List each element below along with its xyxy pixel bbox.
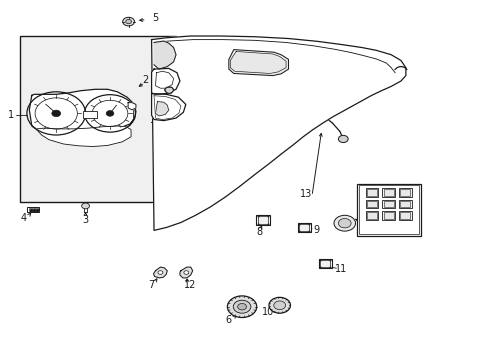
Bar xyxy=(297,223,310,232)
Circle shape xyxy=(333,215,355,231)
Bar xyxy=(366,212,376,219)
Bar xyxy=(358,185,418,234)
Bar xyxy=(383,201,393,207)
Bar xyxy=(398,200,411,208)
Bar xyxy=(382,211,394,220)
Text: 11: 11 xyxy=(334,264,347,274)
Bar xyxy=(398,188,411,197)
Circle shape xyxy=(81,203,89,209)
Text: 3: 3 xyxy=(170,75,176,85)
Text: 10: 10 xyxy=(261,307,274,317)
Bar xyxy=(382,200,394,208)
Polygon shape xyxy=(37,126,131,147)
Bar xyxy=(365,211,378,220)
Bar xyxy=(318,259,331,268)
Circle shape xyxy=(183,271,188,274)
Bar xyxy=(365,188,378,197)
Polygon shape xyxy=(151,36,405,230)
Circle shape xyxy=(164,87,173,93)
Text: 8: 8 xyxy=(256,227,262,237)
Circle shape xyxy=(227,296,256,318)
Text: 6: 6 xyxy=(225,315,231,325)
Circle shape xyxy=(122,17,134,26)
Bar xyxy=(400,212,409,219)
Bar xyxy=(356,184,420,236)
Text: 4: 4 xyxy=(20,213,26,223)
Bar xyxy=(383,212,393,219)
Text: 12: 12 xyxy=(183,280,196,290)
Polygon shape xyxy=(154,41,176,69)
Circle shape xyxy=(106,111,114,116)
Polygon shape xyxy=(180,267,192,278)
Bar xyxy=(400,201,409,207)
Polygon shape xyxy=(128,103,136,110)
Circle shape xyxy=(52,110,61,117)
Text: 2: 2 xyxy=(142,75,148,85)
Text: 5: 5 xyxy=(152,13,158,23)
Bar xyxy=(20,36,176,202)
Text: 7: 7 xyxy=(148,280,154,290)
Bar xyxy=(257,216,268,224)
Circle shape xyxy=(338,219,350,228)
Bar xyxy=(366,189,376,196)
Circle shape xyxy=(125,19,131,24)
Polygon shape xyxy=(151,94,185,121)
Bar xyxy=(27,207,39,212)
Text: 9: 9 xyxy=(313,225,319,235)
Bar xyxy=(299,224,308,231)
Bar xyxy=(29,208,38,211)
Bar xyxy=(320,260,329,267)
Bar xyxy=(400,189,409,196)
Circle shape xyxy=(273,301,285,310)
Bar xyxy=(256,215,269,225)
Text: 3: 3 xyxy=(82,215,88,225)
Circle shape xyxy=(233,300,250,313)
Bar xyxy=(366,201,376,207)
Bar xyxy=(83,111,97,118)
Bar xyxy=(383,189,393,196)
Circle shape xyxy=(268,297,290,313)
Polygon shape xyxy=(151,68,180,94)
Bar xyxy=(365,200,378,208)
Polygon shape xyxy=(155,102,168,116)
Circle shape xyxy=(237,303,246,310)
Text: 13: 13 xyxy=(299,189,312,199)
Text: 14: 14 xyxy=(361,220,373,230)
Polygon shape xyxy=(29,89,136,136)
Circle shape xyxy=(338,135,347,143)
Polygon shape xyxy=(153,267,167,278)
Polygon shape xyxy=(228,50,288,76)
Circle shape xyxy=(158,271,163,274)
Bar xyxy=(398,211,411,220)
Bar xyxy=(382,188,394,197)
Text: 1: 1 xyxy=(8,110,14,120)
